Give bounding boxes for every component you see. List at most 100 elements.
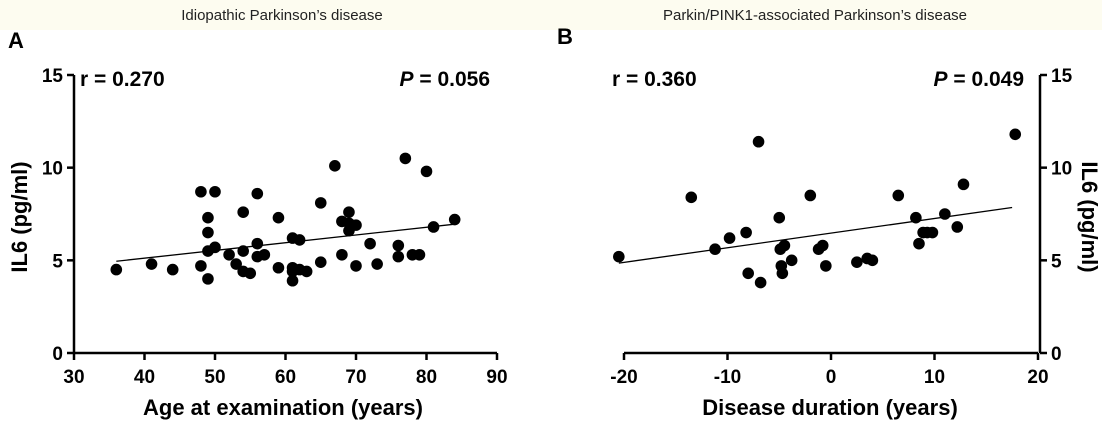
panel-b-data-point [926,226,939,239]
panel-a-data-point [202,226,214,239]
panel-b-data-point [776,267,789,280]
panel-a-data-point [336,248,348,261]
panel-a-data-point [364,237,376,250]
panel-a-xtick-label: 70 [345,367,366,388]
panel-a-data-point [110,263,123,276]
panel-b-data-point [913,237,925,250]
panel-a-data-point [392,239,405,252]
panel-a-data-point [251,187,264,200]
panel-a-xtick-label: 50 [204,367,225,388]
panel-b-data-point [957,178,970,191]
panel-b-data-point [816,239,829,252]
panel-b-p-number: = 0.049 [948,68,1024,91]
panel-a: Idiopathic Parkinson’s disease A r = 0.2… [7,7,490,420]
panel-a-data-point [300,265,313,278]
panel-b-regression-line [618,206,1013,264]
title-band [0,0,1102,30]
panel-a-data-point [371,258,383,270]
panel-a-data-point [329,160,341,172]
panel-b-data-point [851,256,863,268]
panel-a-data-point [209,241,221,254]
panel-a-data-point [272,261,285,274]
panel-a-data-point [272,211,285,224]
panel-a-data-point [392,250,405,263]
panel-a-data-point [195,260,207,272]
panel-a-data-point [350,260,362,272]
panel-a-ytick-label: 5 [52,251,63,272]
panel-a-p-letter: P [400,68,415,91]
panel-a-data-point [258,248,271,261]
panel-b-data-point [773,211,786,224]
panel-a-data-point [209,185,221,198]
panel-a-data-point [195,185,207,198]
panel-b-data-point [778,239,791,252]
panel-a-xtick-label: 80 [416,367,437,388]
panel-a-p-value: P = 0.056 [400,68,491,91]
panel-a-data-point [251,237,264,250]
panel-b-data-point [723,232,736,244]
panel-a-data-point [237,245,249,257]
panel-a-ytick-label: 10 [42,159,63,180]
panel-a-r-value: r = 0.270 [80,68,165,91]
panel-b-data-point [740,226,752,239]
panel-b-xtick-label: 20 [1027,367,1048,388]
panel-a-data-point [413,248,426,261]
panel-b-data-point [892,189,905,202]
panel-b-title: Parkin/PINK1-associated Parkinson’s dise… [663,7,967,24]
panel-b-data-point [685,191,698,204]
panel-b-ytick-label: 5 [1051,251,1062,272]
panel-b-xlabel: Disease duration (years) [702,395,958,420]
panel-a-data-point [166,263,179,276]
panel-b-data-point [709,243,721,256]
panel-b-data-point [866,254,879,267]
panel-b-data-point [939,208,951,220]
panel-b-xtick-label: -20 [610,367,637,388]
panel-a-xtick-label: 30 [63,367,84,388]
panel-b-data-point [951,221,964,233]
panel-b-xtick-label: -10 [714,367,741,388]
panel-b-ylabel: IL6 (pg/ml) [1077,161,1102,272]
panel-a-p-number: = 0.056 [414,68,490,91]
panel-a-letter: A [8,28,24,53]
panel-b-ytick-label: 15 [1051,66,1073,87]
panel-a-ytick-label: 15 [42,66,64,87]
panel-a-data-point [420,165,433,178]
panel-b-data-point [754,276,767,289]
panel-a-data-point [230,258,242,270]
panel-a-plot: 30 40 50 60 70 80 90 0 5 10 15 [42,66,508,388]
panel-a-data-point [286,274,299,287]
panel-a-data-point [350,219,362,231]
panel-a-data-point [314,256,327,268]
panel-b-data-point [804,189,817,202]
panel-b-xtick-label: 0 [826,367,837,388]
panel-a-data-point [314,197,327,209]
panel-a-data-point [202,211,214,224]
panel-a-data-point [399,152,412,165]
panel-b-r-value: r = 0.360 [612,68,697,91]
panel-a-data-point [145,258,158,270]
panel-b-ytick-label: 0 [1051,344,1062,365]
panel-b-data-point [742,267,754,280]
panel-a-xlabel: Age at examination (years) [143,395,423,420]
panel-a-xtick-label: 90 [486,367,507,388]
panel-b-data-point [785,254,798,267]
panel-b-data-point [752,135,765,148]
panel-a-data-point [293,234,306,246]
panel-b-p-letter: P [934,68,949,91]
panel-a-data-point [202,273,214,285]
panel-a-xtick-label: 40 [134,367,155,388]
panel-b-data-point [910,211,922,224]
panel-a-ytick-label: 0 [52,344,63,365]
panel-a-data-point [343,206,355,218]
panel-a-regression-line [116,223,455,262]
panel-b-p-value: P = 0.049 [934,68,1025,91]
panel-b: Parkin/PINK1-associated Parkinson’s dise… [557,7,1102,420]
panel-b-letter: B [557,24,573,49]
panel-a-data-point [223,248,235,261]
panel-a-data-point [427,221,440,233]
panel-a-data-point [237,206,249,218]
panel-a-data-point [244,267,257,280]
panel-b-data-point [613,250,625,263]
